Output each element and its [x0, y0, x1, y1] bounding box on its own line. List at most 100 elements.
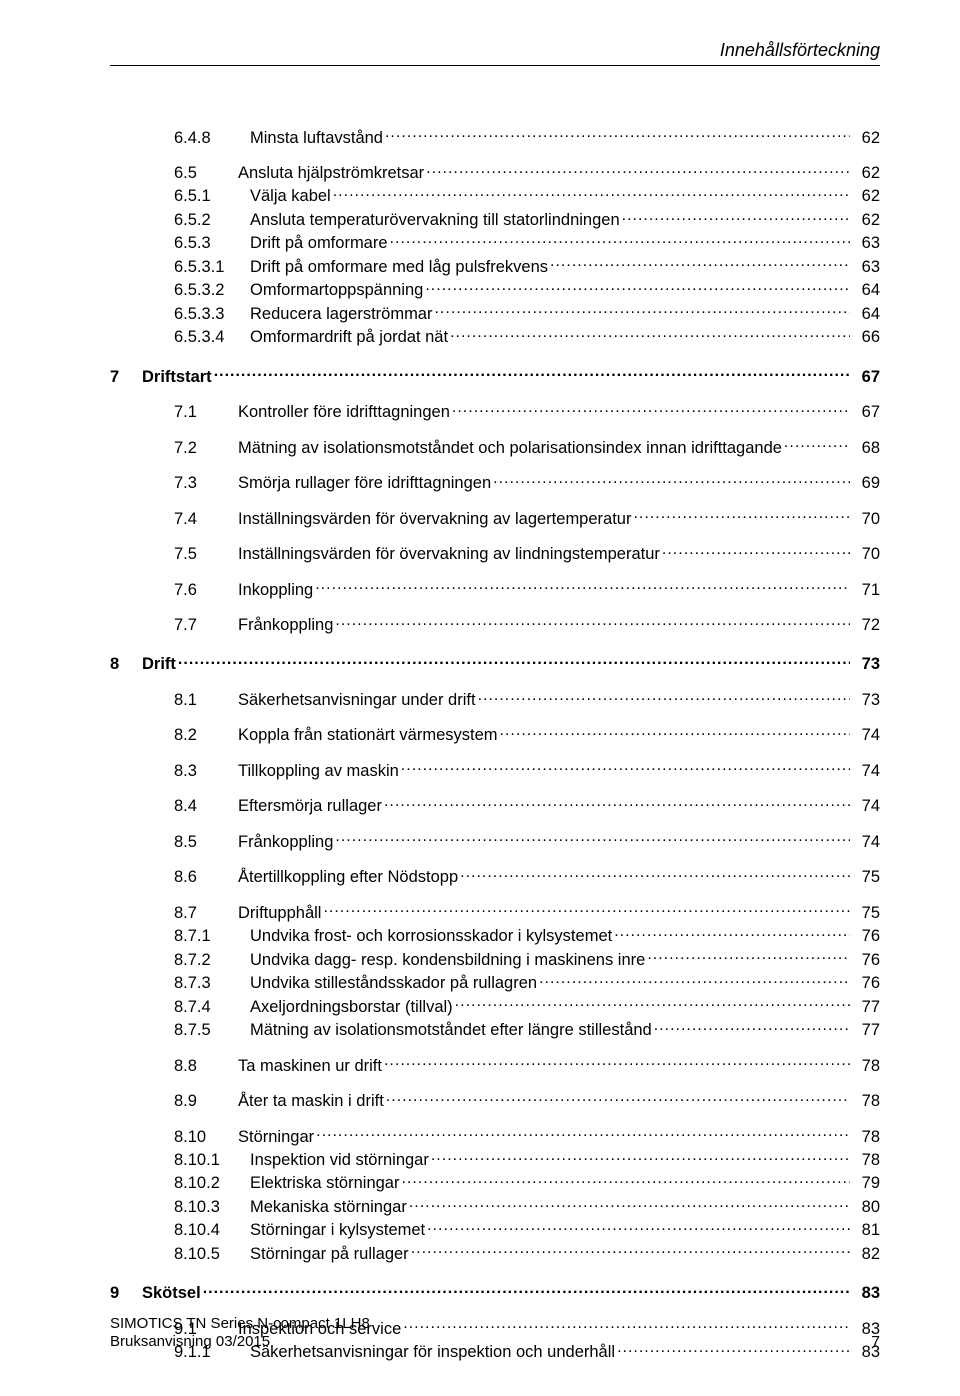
table-of-contents: 6.4.8Minsta luftavstånd62 6.5Ansluta hjäl… [110, 126, 880, 1362]
toc-entry: 8.7.2Undvika dagg- resp. kondensbildning… [110, 948, 880, 969]
toc-entry-title: Säkerhetsanvisningar under drift [238, 691, 476, 710]
toc-entry-page: 70 [852, 510, 880, 529]
toc-entry: 7.2Mätning av isolationsmotståndet och p… [110, 436, 880, 457]
page-footer: SIMOTICS TN Series N-compact 1LH8 Bruksa… [110, 1315, 880, 1353]
toc-leader-dots [460, 866, 850, 883]
toc-entry-number: 8.1 [174, 691, 238, 710]
toc-entry: 8.7.3Undvika stilleståndsskador på rulla… [110, 972, 880, 993]
toc-leader-dots [647, 948, 850, 965]
toc-entry: 8.2Koppla från stationärt värmesystem74 [110, 724, 880, 745]
page: Innehållsförteckning 6.4.8Minsta luftavs… [0, 0, 960, 1396]
toc-entry-title: Driftupphåll [238, 904, 321, 923]
toc-entry-title: Frånkoppling [238, 616, 333, 635]
toc-entry: 6.4.8Minsta luftavstånd62 [110, 126, 880, 147]
toc-entry-title: Störningar [238, 1128, 314, 1147]
toc-entry-title: Elektriska störningar [250, 1174, 399, 1193]
toc-entry-page: 77 [852, 998, 880, 1017]
toc-leader-dots [401, 1172, 850, 1189]
toc-entry: 8.9Åter ta maskin i drift78 [110, 1090, 880, 1111]
toc-entry-title: Inspektion vid störningar [250, 1151, 429, 1170]
toc-entry: 7Driftstart67 [110, 365, 880, 386]
toc-entry-number: 8.2 [174, 726, 238, 745]
toc-leader-dots [335, 614, 850, 631]
toc-entry-page: 68 [852, 439, 880, 458]
toc-leader-dots [633, 507, 850, 524]
toc-entry-number: 8.10.2 [174, 1174, 250, 1193]
toc-leader-dots [500, 724, 850, 741]
toc-entry-number: 6.5.1 [174, 187, 250, 206]
toc-entry-title: Drift på omformare med låg pulsfrekvens [250, 258, 548, 277]
toc-entry-title: Reducera lagerströmmar [250, 305, 432, 324]
toc-entry-page: 70 [852, 545, 880, 564]
toc-entry-title: Mätning av isolationsmotståndet efter lä… [250, 1021, 652, 1040]
toc-entry: 6.5.3Drift på omformare63 [110, 232, 880, 253]
toc-entry: 8.8Ta maskinen ur drift78 [110, 1054, 880, 1075]
toc-entry-title: Störningar i kylsystemet [250, 1221, 425, 1240]
toc-entry-number: 6.5.3.2 [174, 281, 250, 300]
toc-entry-page: 79 [852, 1174, 880, 1193]
toc-leader-dots [411, 1242, 850, 1259]
toc-entry-page: 77 [852, 1021, 880, 1040]
toc-entry: 8.10Störningar 78 [110, 1125, 880, 1146]
toc-entry-number: 8.4 [174, 797, 238, 816]
toc-entry: 7.4Inställningsvärden för övervakning av… [110, 507, 880, 528]
toc-leader-dots [214, 365, 850, 382]
toc-entry: 7.3Smörja rullager före idrifttagningen6… [110, 472, 880, 493]
toc-leader-dots [384, 1054, 850, 1071]
toc-entry-title: Återtillkoppling efter Nödstopp [238, 868, 458, 887]
toc-leader-dots [450, 326, 850, 343]
toc-entry-page: 73 [852, 691, 880, 710]
toc-entry-page: 64 [852, 305, 880, 324]
toc-entry-number: 8.7.3 [174, 974, 250, 993]
toc-entry-title: Omformardrift på jordat nät [250, 328, 448, 347]
toc-entry: 7.7Frånkoppling72 [110, 614, 880, 635]
toc-entry-number: 7.5 [174, 545, 238, 564]
toc-leader-dots [539, 972, 850, 989]
toc-entry-number: 8 [110, 655, 142, 674]
toc-entry-page: 74 [852, 797, 880, 816]
toc-leader-dots [384, 795, 850, 812]
toc-entry: 8.7.1Undvika frost- och korrosionsskador… [110, 925, 880, 946]
toc-entry-title: Frånkoppling [238, 833, 333, 852]
toc-entry-number: 8.10.1 [174, 1151, 250, 1170]
toc-entry: 8.10.2Elektriska störningar 79 [110, 1172, 880, 1193]
toc-entry-number: 6.5.3.3 [174, 305, 250, 324]
toc-entry-page: 83 [852, 1284, 880, 1303]
toc-entry: 6.5.3.4Omformardrift på jordat nät66 [110, 326, 880, 347]
toc-entry-page: 78 [852, 1128, 880, 1147]
toc-entry-number: 7.2 [174, 439, 238, 458]
toc-entry-page: 78 [852, 1092, 880, 1111]
toc-entry-page: 67 [852, 368, 880, 387]
toc-entry: 6.5Ansluta hjälpströmkretsar62 [110, 161, 880, 182]
toc-entry-page: 76 [852, 951, 880, 970]
toc-entry-title: Eftersmörja rullager [238, 797, 382, 816]
toc-entry-number: 7.7 [174, 616, 238, 635]
toc-entry-number: 8.10.3 [174, 1198, 250, 1217]
toc-entry-page: 78 [852, 1057, 880, 1076]
toc-entry-page: 81 [852, 1221, 880, 1240]
toc-entry-number: 8.10 [174, 1128, 238, 1147]
toc-entry-page: 73 [852, 655, 880, 674]
toc-entry: 8.4Eftersmörja rullager 74 [110, 795, 880, 816]
toc-leader-dots [431, 1148, 850, 1165]
toc-entry-number: 6.5.3.1 [174, 258, 250, 277]
toc-entry-title: Störningar på rullager [250, 1245, 409, 1264]
toc-leader-dots [614, 925, 850, 942]
toc-entry-page: 62 [852, 129, 880, 148]
toc-entry-number: 6.5.2 [174, 211, 250, 230]
toc-entry-title: Undvika dagg- resp. kondensbildning i ma… [250, 951, 645, 970]
toc-entry: 6.5.3.1Drift på omformare med låg pulsfr… [110, 255, 880, 276]
toc-entry-page: 76 [852, 927, 880, 946]
footer-left: SIMOTICS TN Series N-compact 1LH8 Bruksa… [110, 1315, 880, 1353]
toc-entry-page: 80 [852, 1198, 880, 1217]
toc-entry-page: 69 [852, 474, 880, 493]
toc-entry: 8.10.5Störningar på rullager82 [110, 1242, 880, 1263]
toc-entry-number: 8.10.4 [174, 1221, 250, 1240]
toc-entry: 8.5Frånkoppling74 [110, 830, 880, 851]
toc-entry-page: 66 [852, 328, 880, 347]
toc-entry-page: 63 [852, 234, 880, 253]
toc-entry-title: Ansluta temperaturövervakning till stato… [250, 211, 620, 230]
toc-leader-dots [493, 472, 850, 489]
toc-leader-dots [323, 901, 850, 918]
toc-entry-title: Inkoppling [238, 581, 313, 600]
